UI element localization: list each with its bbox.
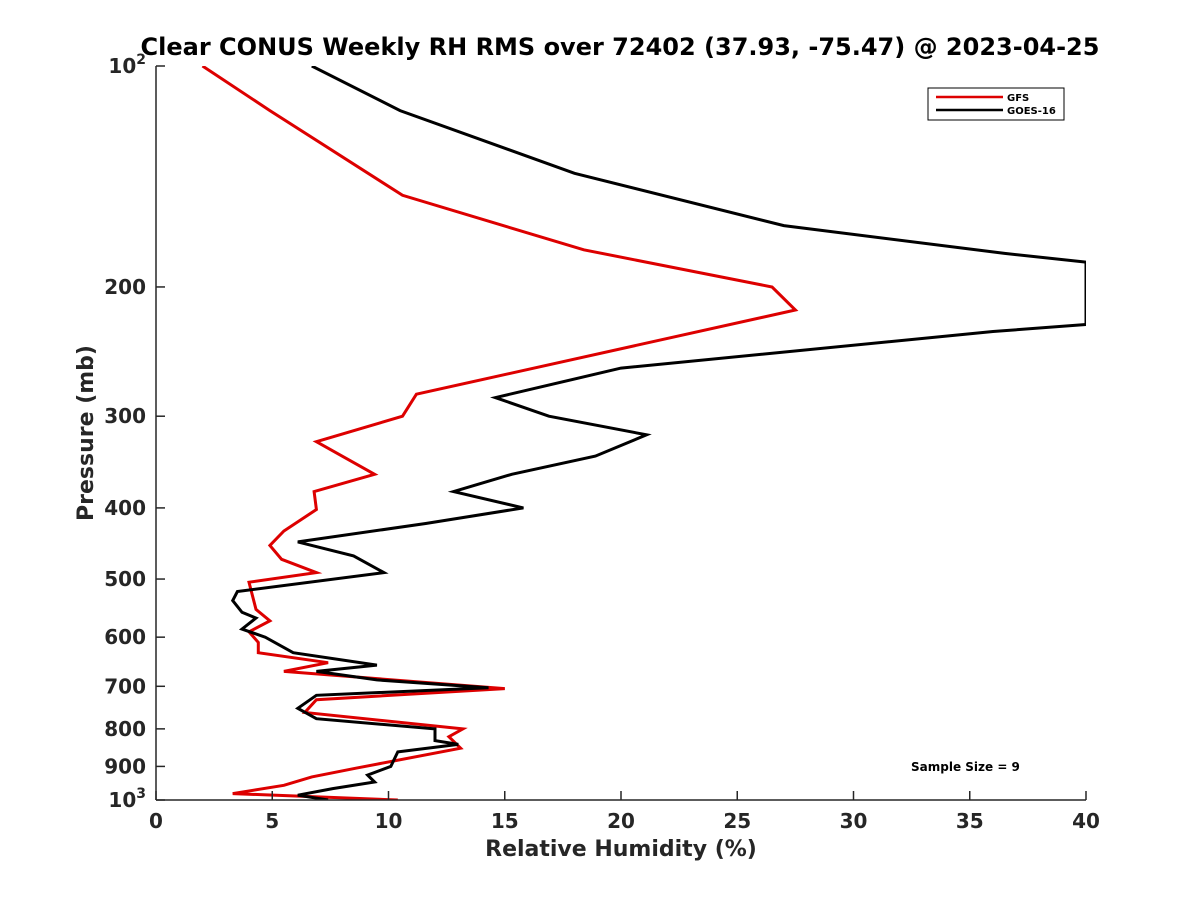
x-tick-label: 10 — [375, 809, 403, 833]
x-axis-title: Relative Humidity (%) — [485, 837, 757, 862]
x-tick-label: 5 — [265, 809, 279, 833]
y-axis-title: Pressure (mb) — [74, 345, 99, 521]
series-layer — [201, 66, 1086, 800]
y-tick-label: 102 — [108, 52, 146, 78]
x-tick-label: 40 — [1072, 809, 1100, 833]
x-tick-label: 25 — [723, 809, 751, 833]
legend-label-goes16: GOES-16 — [1007, 106, 1056, 117]
sample-size-annotation: Sample Size = 9 — [911, 760, 1020, 774]
y-tick-label: 600 — [104, 625, 146, 649]
y-tick-label: 400 — [104, 496, 146, 520]
y-tick-label: 200 — [104, 275, 146, 299]
legend-box — [927, 87, 1065, 121]
x-tick-label: 20 — [607, 809, 635, 833]
chart-title: Clear CONUS Weekly RH RMS over 72402 (37… — [141, 33, 1100, 61]
x-tick-label: 0 — [149, 809, 163, 833]
x-tick-label: 15 — [491, 809, 519, 833]
x-tick-label: 35 — [956, 809, 984, 833]
y-tick-label: 800 — [104, 717, 146, 741]
y-tick-label: 900 — [104, 754, 146, 778]
x-axis-ticks: 0 5 10 15 20 25 30 35 40 — [149, 791, 1100, 833]
series-line-goes16 — [230, 66, 1086, 800]
x-tick-label: 30 — [840, 809, 868, 833]
series-line-gfs — [201, 66, 799, 800]
y-tick-label: 103 — [108, 786, 146, 812]
y-tick-label: 500 — [104, 567, 146, 591]
legend: GFS GOES-16 — [927, 87, 1065, 121]
legend-label-gfs: GFS — [1007, 93, 1029, 104]
y-tick-label: 700 — [104, 674, 146, 698]
y-tick-label: 300 — [104, 404, 146, 428]
y-axis-ticks: 102 200 300 400 500 600 700 800 900 103 — [104, 52, 165, 812]
